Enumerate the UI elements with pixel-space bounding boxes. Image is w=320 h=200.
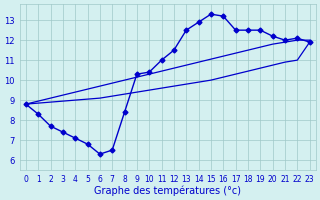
- X-axis label: Graphe des températures (°c): Graphe des températures (°c): [94, 185, 241, 196]
